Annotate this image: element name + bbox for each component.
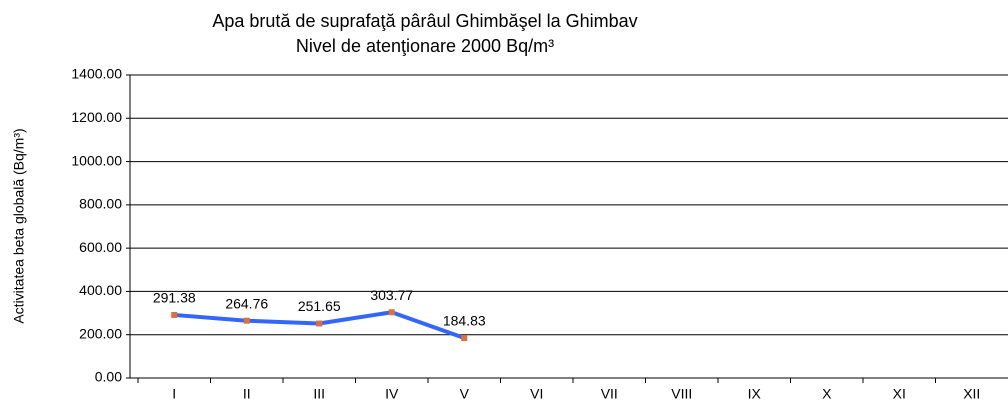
x-tick-label: IV [385,386,399,402]
y-tick-label: 1200.00 [71,109,122,125]
y-tick-label: 1000.00 [71,152,122,168]
x-tick-label: VIII [671,386,692,402]
x-tick-label: VI [530,386,543,402]
data-point [461,334,468,341]
data-label: 264.76 [225,295,268,311]
y-tick-label: 600.00 [79,239,122,255]
data-label: 251.65 [298,298,341,314]
data-point [388,309,395,316]
y-tick-label: 1400.00 [71,66,122,82]
chart-subtitle: Nivel de atenţionare 2000 Bq/m³ [296,36,554,56]
data-label: 184.83 [443,313,486,329]
y-tick-label: 0.00 [95,369,122,385]
y-tick-label: 400.00 [79,282,122,298]
y-tick-label: 200.00 [79,325,122,341]
x-tick-label: III [313,386,325,402]
y-axis-label: Activitatea beta globală (Bq/m³) [11,128,27,323]
data-point [243,317,250,324]
data-label: 291.38 [153,290,196,306]
x-tick-label: XII [963,386,980,402]
x-tick-label: VII [601,386,618,402]
x-tick-label: I [172,386,176,402]
data-point [316,320,323,327]
data-point [171,311,178,318]
x-tick-label: II [243,386,251,402]
x-tick-label: XI [893,386,906,402]
data-label: 303.77 [370,287,413,303]
x-tick-label: X [822,386,832,402]
x-tick-label: V [460,386,470,402]
x-tick-label: IX [748,386,762,402]
chart-title: Apa brută de suprafaţă pârâul Ghimbăşel … [212,11,637,31]
y-tick-label: 800.00 [79,196,122,212]
